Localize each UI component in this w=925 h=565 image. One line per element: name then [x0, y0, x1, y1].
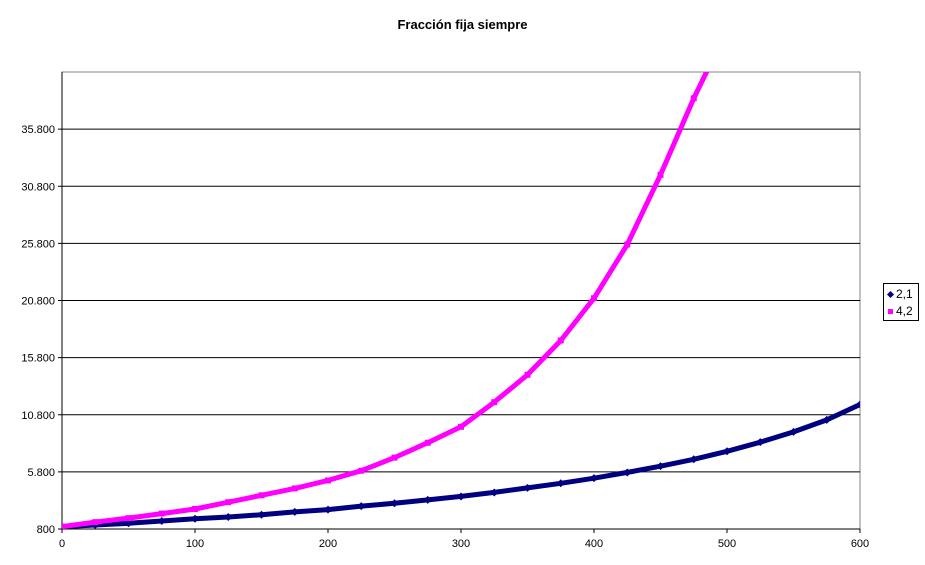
legend-label-series-1: 2,1	[896, 287, 913, 301]
data-point	[690, 95, 697, 102]
series-layer	[62, 27, 860, 529]
x-tick-label: 200	[319, 538, 337, 550]
data-point	[157, 517, 166, 526]
y-tick-label: 20.800	[21, 296, 55, 308]
data-point	[191, 514, 199, 523]
data-point	[225, 499, 232, 506]
y-tick-label: 10.800	[21, 410, 55, 422]
y-tick-label: 5.800	[27, 467, 55, 479]
data-point	[325, 477, 331, 484]
data-point	[490, 488, 499, 497]
series-1	[62, 400, 860, 529]
data-point	[391, 454, 398, 461]
data-point	[291, 485, 298, 492]
data-point	[789, 427, 798, 436]
legend: 2,1 4,2	[883, 283, 919, 321]
y-tick-label: 800	[37, 524, 55, 536]
data-point	[92, 519, 99, 526]
chart-title: Fracción fija siempre	[397, 17, 528, 32]
x-tick-label: 100	[186, 538, 204, 550]
legend-item-series-2: 4,2	[888, 304, 913, 318]
legend-label-series-2: 4,2	[896, 304, 913, 318]
data-point	[192, 506, 198, 513]
data-point	[856, 400, 860, 409]
x-tick-label: 0	[59, 538, 65, 550]
data-point	[390, 499, 399, 508]
data-point	[62, 523, 65, 529]
x-tick-label: 500	[718, 538, 736, 550]
data-point	[290, 507, 299, 516]
x-tick-label: 300	[452, 538, 470, 550]
data-point	[491, 399, 498, 406]
data-point	[557, 337, 564, 344]
diamond-marker-icon	[886, 291, 895, 299]
y-tick-label: 25.800	[21, 238, 55, 250]
data-point	[590, 474, 598, 483]
data-point	[357, 502, 366, 511]
data-point	[624, 241, 631, 248]
y-tick-label: 15.800	[21, 353, 55, 365]
data-point	[257, 510, 266, 519]
y-axis-tick-labels: 800 5.800 10.800 15.800 20.800 25.800 30.800 35…	[21, 124, 55, 536]
square-marker-icon	[888, 309, 893, 315]
data-point	[723, 447, 731, 456]
data-point	[623, 468, 632, 477]
x-tick-label: 400	[585, 538, 603, 550]
data-point	[556, 479, 565, 488]
data-point	[324, 505, 332, 514]
data-point	[657, 171, 664, 178]
data-point	[158, 510, 165, 517]
x-axis-tick-labels: 0 100 200 300 400 500 600	[59, 538, 869, 550]
legend-item-series-1: 2,1	[886, 287, 913, 301]
data-point	[258, 492, 265, 499]
data-point	[591, 295, 597, 302]
data-point	[523, 483, 532, 492]
data-point	[756, 438, 765, 447]
data-point	[724, 27, 730, 33]
y-tick-label: 30.800	[21, 181, 55, 193]
data-point	[458, 423, 464, 430]
data-point	[822, 415, 831, 424]
data-point	[424, 439, 431, 446]
data-point	[224, 513, 233, 522]
y-tick-label: 35.800	[21, 124, 55, 136]
grid-lines	[62, 128, 860, 473]
data-point	[125, 515, 132, 522]
data-point	[358, 467, 365, 474]
data-point	[457, 492, 465, 501]
data-point	[124, 519, 133, 528]
x-tick-label: 600	[851, 538, 869, 550]
data-point	[423, 495, 432, 504]
data-point	[656, 462, 665, 471]
data-point	[524, 371, 531, 378]
series-2	[62, 27, 730, 529]
axes	[58, 72, 861, 533]
data-point	[689, 455, 698, 464]
